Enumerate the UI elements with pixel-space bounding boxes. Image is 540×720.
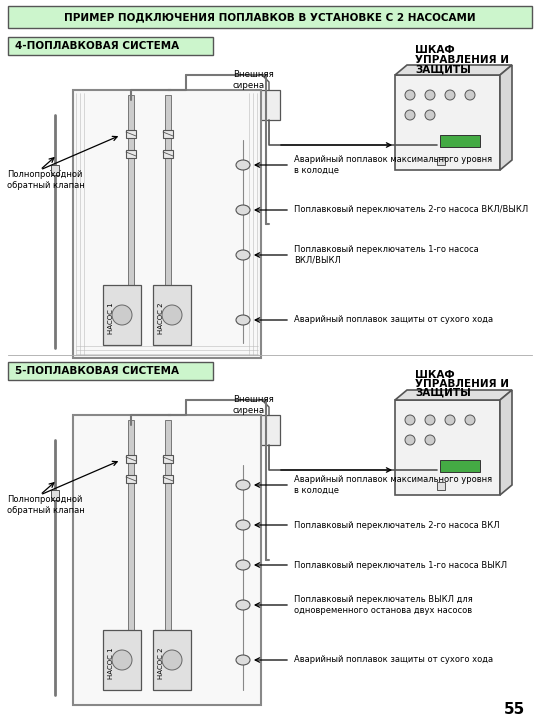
- Circle shape: [425, 415, 435, 425]
- Circle shape: [405, 415, 415, 425]
- Circle shape: [445, 415, 455, 425]
- Bar: [437, 157, 445, 165]
- Polygon shape: [395, 390, 512, 400]
- Polygon shape: [500, 390, 512, 495]
- Bar: [440, 460, 480, 472]
- Ellipse shape: [236, 205, 250, 215]
- Bar: [395, 75, 500, 170]
- Circle shape: [405, 110, 415, 120]
- Circle shape: [405, 435, 415, 445]
- Text: 4-ПОПЛАВКОВАЯ СИСТЕМА: 4-ПОПЛАВКОВАЯ СИСТЕМА: [15, 41, 179, 51]
- Ellipse shape: [236, 560, 250, 570]
- Text: Поплавковый переключатель ВЫКЛ для
одновременного останова двух насосов: Поплавковый переключатель ВЫКЛ для однов…: [294, 595, 472, 615]
- Bar: [440, 135, 480, 147]
- Text: Поплавковый переключатель 1-го насоса
ВКЛ/ВЫКЛ: Поплавковый переключатель 1-го насоса ВК…: [294, 246, 479, 265]
- Text: ЗАЩИТЫ: ЗАЩИТЫ: [415, 65, 471, 75]
- Bar: [395, 400, 500, 495]
- Text: НАСОС 1: НАСОС 1: [108, 302, 114, 334]
- Bar: [163, 130, 173, 138]
- Bar: [103, 285, 141, 345]
- Bar: [163, 455, 173, 463]
- Bar: [8, 37, 213, 55]
- Text: Аварийный поплавок максимального уровня
в колодце: Аварийный поплавок максимального уровня …: [294, 156, 492, 175]
- Text: 5-ПОПЛАВКОВАЯ СИСТЕМА: 5-ПОПЛАВКОВАЯ СИСТЕМА: [15, 366, 179, 376]
- Ellipse shape: [236, 480, 250, 490]
- Bar: [163, 150, 173, 158]
- Text: ШКАФ: ШКАФ: [415, 45, 455, 55]
- Ellipse shape: [236, 250, 250, 260]
- Text: Полнопроходной
обратный клапан: Полнопроходной обратный клапан: [7, 171, 85, 189]
- Text: Внешняя
сирена: Внешняя сирена: [233, 395, 273, 415]
- Circle shape: [425, 110, 435, 120]
- Bar: [153, 285, 191, 345]
- Circle shape: [112, 305, 132, 325]
- Text: ЗАЩИТЫ: ЗАЩИТЫ: [415, 388, 471, 398]
- Bar: [126, 150, 136, 158]
- Bar: [165, 420, 171, 630]
- Bar: [126, 455, 136, 463]
- Bar: [128, 420, 134, 630]
- Bar: [258, 415, 280, 445]
- Bar: [165, 95, 171, 290]
- Polygon shape: [395, 65, 512, 75]
- Ellipse shape: [236, 315, 250, 325]
- Text: 55: 55: [504, 703, 525, 718]
- Circle shape: [405, 90, 415, 100]
- Text: НАСОС 1: НАСОС 1: [108, 647, 114, 679]
- Bar: [126, 475, 136, 483]
- Text: Внешняя
сирена: Внешняя сирена: [233, 71, 273, 90]
- Bar: [73, 90, 261, 358]
- Bar: [437, 482, 445, 490]
- Text: НАСОС 2: НАСОС 2: [158, 647, 164, 679]
- Circle shape: [465, 415, 475, 425]
- Circle shape: [445, 90, 455, 100]
- Bar: [126, 130, 136, 138]
- Text: Аварийный поплавок защиты от сухого хода: Аварийный поплавок защиты от сухого хода: [294, 315, 493, 325]
- Bar: [128, 95, 134, 290]
- Ellipse shape: [236, 520, 250, 530]
- Text: Поплавковый переключатель 1-го насоса ВЫКЛ: Поплавковый переключатель 1-го насоса ВЫ…: [294, 560, 507, 570]
- Text: Поплавковый переключатель 2-го насоса ВКЛ/ВЫКЛ: Поплавковый переключатель 2-го насоса ВК…: [294, 205, 528, 215]
- Text: ШКАФ: ШКАФ: [415, 370, 455, 380]
- Circle shape: [112, 650, 132, 670]
- Bar: [103, 630, 141, 690]
- Bar: [163, 475, 173, 483]
- Text: Аварийный поплавок защиты от сухого хода: Аварийный поплавок защиты от сухого хода: [294, 655, 493, 665]
- Polygon shape: [500, 65, 512, 170]
- Ellipse shape: [236, 655, 250, 665]
- Ellipse shape: [236, 160, 250, 170]
- Text: УПРАВЛЕНИЯ И: УПРАВЛЕНИЯ И: [415, 55, 509, 65]
- Text: УПРАВЛЕНИЯ И: УПРАВЛЕНИЯ И: [415, 379, 509, 389]
- Circle shape: [162, 650, 182, 670]
- Bar: [8, 6, 532, 28]
- Text: Аварийный поплавок максимального уровня
в колодце: Аварийный поплавок максимального уровня …: [294, 475, 492, 495]
- Text: ПРИМЕР ПОДКЛЮЧЕНИЯ ПОПЛАВКОВ В УСТАНОВКЕ С 2 НАСОСАМИ: ПРИМЕР ПОДКЛЮЧЕНИЯ ПОПЛАВКОВ В УСТАНОВКЕ…: [64, 12, 476, 22]
- Circle shape: [465, 90, 475, 100]
- Circle shape: [425, 90, 435, 100]
- Circle shape: [425, 435, 435, 445]
- Bar: [73, 415, 261, 705]
- Bar: [258, 90, 280, 120]
- Bar: [51, 165, 59, 175]
- Circle shape: [162, 305, 182, 325]
- Bar: [8, 362, 213, 380]
- Bar: [51, 490, 59, 500]
- Text: Полнопроходной
обратный клапан: Полнопроходной обратный клапан: [7, 495, 85, 515]
- Bar: [153, 630, 191, 690]
- Ellipse shape: [236, 600, 250, 610]
- Text: НАСОС 2: НАСОС 2: [158, 302, 164, 334]
- Text: Поплавковый переключатель 2-го насоса ВКЛ: Поплавковый переключатель 2-го насоса ВК…: [294, 521, 500, 529]
